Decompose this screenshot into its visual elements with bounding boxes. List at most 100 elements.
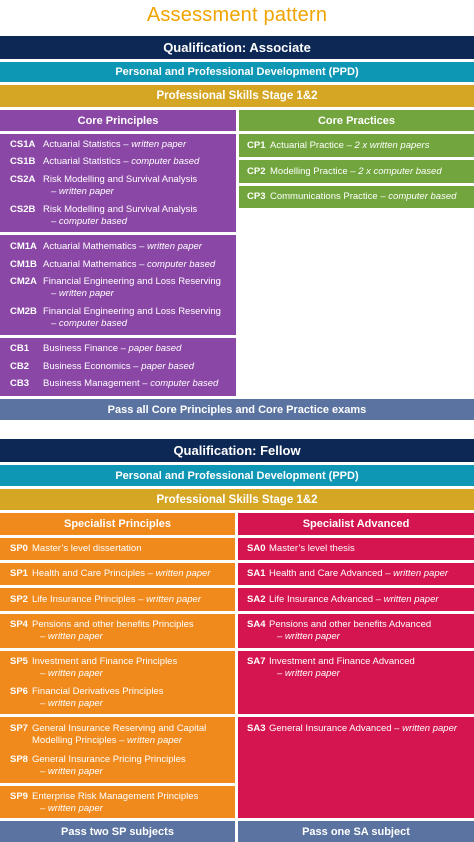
exam-mode: – 2 x written papers [346, 140, 430, 151]
exam-mode: – written paper [147, 568, 211, 579]
exam-name: Communications Practice [270, 191, 378, 202]
sp1-item: SP1 Health and Care Principles – written… [0, 563, 235, 585]
sp9-item: SP9 Enterprise Risk Management Principle… [0, 786, 235, 818]
sa1-line: SA1 Health and Care Advanced – written p… [247, 568, 471, 580]
specialist-principles-header: Specialist Principles [0, 513, 235, 535]
sp0-item: SP0 Master’s level dissertation [0, 538, 235, 560]
associate-qualification-bar: Qualification: Associate [0, 36, 474, 59]
exam-code: CM1B [10, 259, 37, 270]
exam-code: SA0 [247, 543, 266, 554]
exam-name: Master’s level dissertation [32, 543, 142, 554]
exam-mode: – written paper [40, 668, 103, 679]
exam-code: CS1B [10, 156, 36, 167]
cp2-item: CP2 Modelling Practice – 2 x computer ba… [239, 160, 474, 183]
exam-name: Actuarial Statistics [43, 139, 121, 150]
sa1-item: SA1 Health and Care Advanced – written p… [238, 563, 474, 585]
associate-pass-bar: Pass all Core Principles and Core Practi… [0, 399, 474, 420]
exam-name: Enterprise Risk Management Principles [32, 791, 199, 802]
exam-mode: – written paper [51, 186, 114, 197]
page-title: Assessment pattern [146, 4, 328, 26]
sa4-line: SA4 Pensions and other benefits Advanced… [247, 619, 471, 643]
exam-code: CP3 [247, 191, 266, 202]
exam-name: Modelling Practice [270, 166, 348, 177]
exam-name: Life Insurance Principles [32, 594, 136, 605]
exam-code: SP6 [10, 686, 28, 697]
exam-name: Investment and Finance Principles [32, 656, 178, 667]
cb3-item: CB3 Business Management – computer based [10, 378, 232, 390]
exam-name: Actuarial Statistics [43, 156, 121, 167]
cs1a-item: CS1A Actuarial Statistics – written pape… [10, 139, 232, 151]
core-practices-header: Core Practices [239, 110, 474, 131]
cm2b-item: CM2B Financial Engineering and Loss Rese… [10, 306, 232, 330]
sp1-line: SP1 Health and Care Principles – written… [10, 568, 232, 580]
sa0-item: SA0 Master’s level thesis [238, 538, 474, 560]
exam-code: CS1A [10, 139, 36, 150]
exam-mode: – written paper [138, 594, 201, 605]
cb-group: CB1 Business Finance – paper based CB2 B… [0, 338, 236, 396]
exam-code: CM1A [10, 241, 37, 252]
exam-code: SA4 [247, 619, 266, 630]
exam-mode: – written paper [375, 594, 439, 605]
exam-mode: – written paper [40, 631, 103, 642]
sa3-line: SA3 General Insurance Advanced – written… [247, 723, 471, 735]
sp4-item: SP4 Pensions and other benefits Principl… [0, 614, 235, 648]
exam-name: General Insurance Reserving and Capital [32, 723, 207, 734]
associate-pss-bar: Professional Skills Stage 1&2 [0, 85, 474, 107]
cm2a-item: CM2A Financial Engineering and Loss Rese… [10, 276, 232, 300]
exam-name: Master’s level thesis [269, 543, 355, 554]
exam-mode: – computer based [51, 318, 128, 329]
exam-code: CM2B [10, 306, 37, 317]
exam-mode: – paper based [133, 361, 195, 372]
exam-name: Pensions and other benefits Advanced [269, 619, 432, 630]
exam-mode: – written paper [277, 668, 340, 679]
exam-name: Financial Engineering and Loss Reserving [43, 276, 221, 287]
exam-mode: – written paper [51, 288, 114, 299]
associate-ppd-bar: Personal and Professional Development (P… [0, 62, 474, 82]
cs2b-item: CS2B Risk Modelling and Survival Analysi… [10, 204, 232, 228]
sp0-line: SP0 Master’s level dissertation [10, 543, 232, 555]
fellow-ppd-bar: Personal and Professional Development (P… [0, 465, 474, 486]
sp2-line: SP2 Life Insurance Principles – written … [10, 594, 232, 606]
sp4-line: SP4 Pensions and other benefits Principl… [10, 619, 232, 643]
exam-code: SP8 [10, 754, 28, 765]
exam-code: CM2A [10, 276, 37, 287]
exam-name: Life Insurance Advanced [269, 594, 374, 605]
exam-mode: – written paper [139, 241, 202, 252]
exam-mode: – computer based [380, 191, 457, 202]
exam-name: Business Finance [43, 343, 118, 354]
exam-code: SP5 [10, 656, 28, 667]
core-principles-header: Core Principles [0, 110, 236, 131]
cs1b-item: CS1B Actuarial Statistics – computer bas… [10, 156, 232, 168]
exam-code: SP7 [10, 723, 28, 734]
sp6-item: SP6 Financial Derivatives Principles – w… [10, 686, 232, 710]
exam-name: Risk Modelling and Survival Analysis [43, 204, 198, 215]
cp3-item: CP3 Communications Practice – computer b… [239, 186, 474, 208]
exam-code: SA1 [247, 568, 266, 579]
exam-name: Pensions and other benefits Principles [32, 619, 194, 630]
exam-mode: – written paper [277, 631, 340, 642]
exam-mode: – written paper [40, 698, 103, 709]
sa3-item: SA3 General Insurance Advanced – written… [238, 717, 474, 818]
sa0-line: SA0 Master’s level thesis [247, 543, 471, 555]
sp9-line: SP9 Enterprise Risk Management Principle… [10, 791, 232, 815]
exam-name: Health and Care Principles [32, 568, 146, 579]
exam-code: SP4 [10, 619, 28, 630]
exam-name: Business Management [43, 378, 140, 389]
exam-mode: – written paper [394, 723, 458, 734]
sp5-item: SP5 Investment and Finance Principles – … [10, 656, 232, 680]
pass-sp-bar: Pass two SP subjects [0, 821, 235, 842]
exam-code: SP1 [10, 568, 28, 579]
exam-code: SA7 [247, 656, 266, 667]
cb2-item: CB2 Business Economics – paper based [10, 361, 232, 373]
sp2-item: SP2 Life Insurance Principles – written … [0, 588, 235, 611]
exam-name: Business Economics [43, 361, 131, 372]
fellow-pss-bar: Professional Skills Stage 1&2 [0, 489, 474, 510]
cs-group: CS1A Actuarial Statistics – written pape… [0, 134, 236, 232]
exam-code: CB3 [10, 378, 30, 389]
exam-code: CB1 [10, 343, 30, 354]
cp1-line: CP1 Actuarial Practice – 2 x written pap… [247, 140, 471, 152]
sp7-item: SP7 General Insurance Reserving and Capi… [10, 723, 232, 747]
exam-mode: – written paper [40, 803, 103, 814]
cp1-item: CP1 Actuarial Practice – 2 x written pap… [239, 134, 474, 157]
exam-name: Risk Modelling and Survival Analysis [43, 174, 198, 185]
